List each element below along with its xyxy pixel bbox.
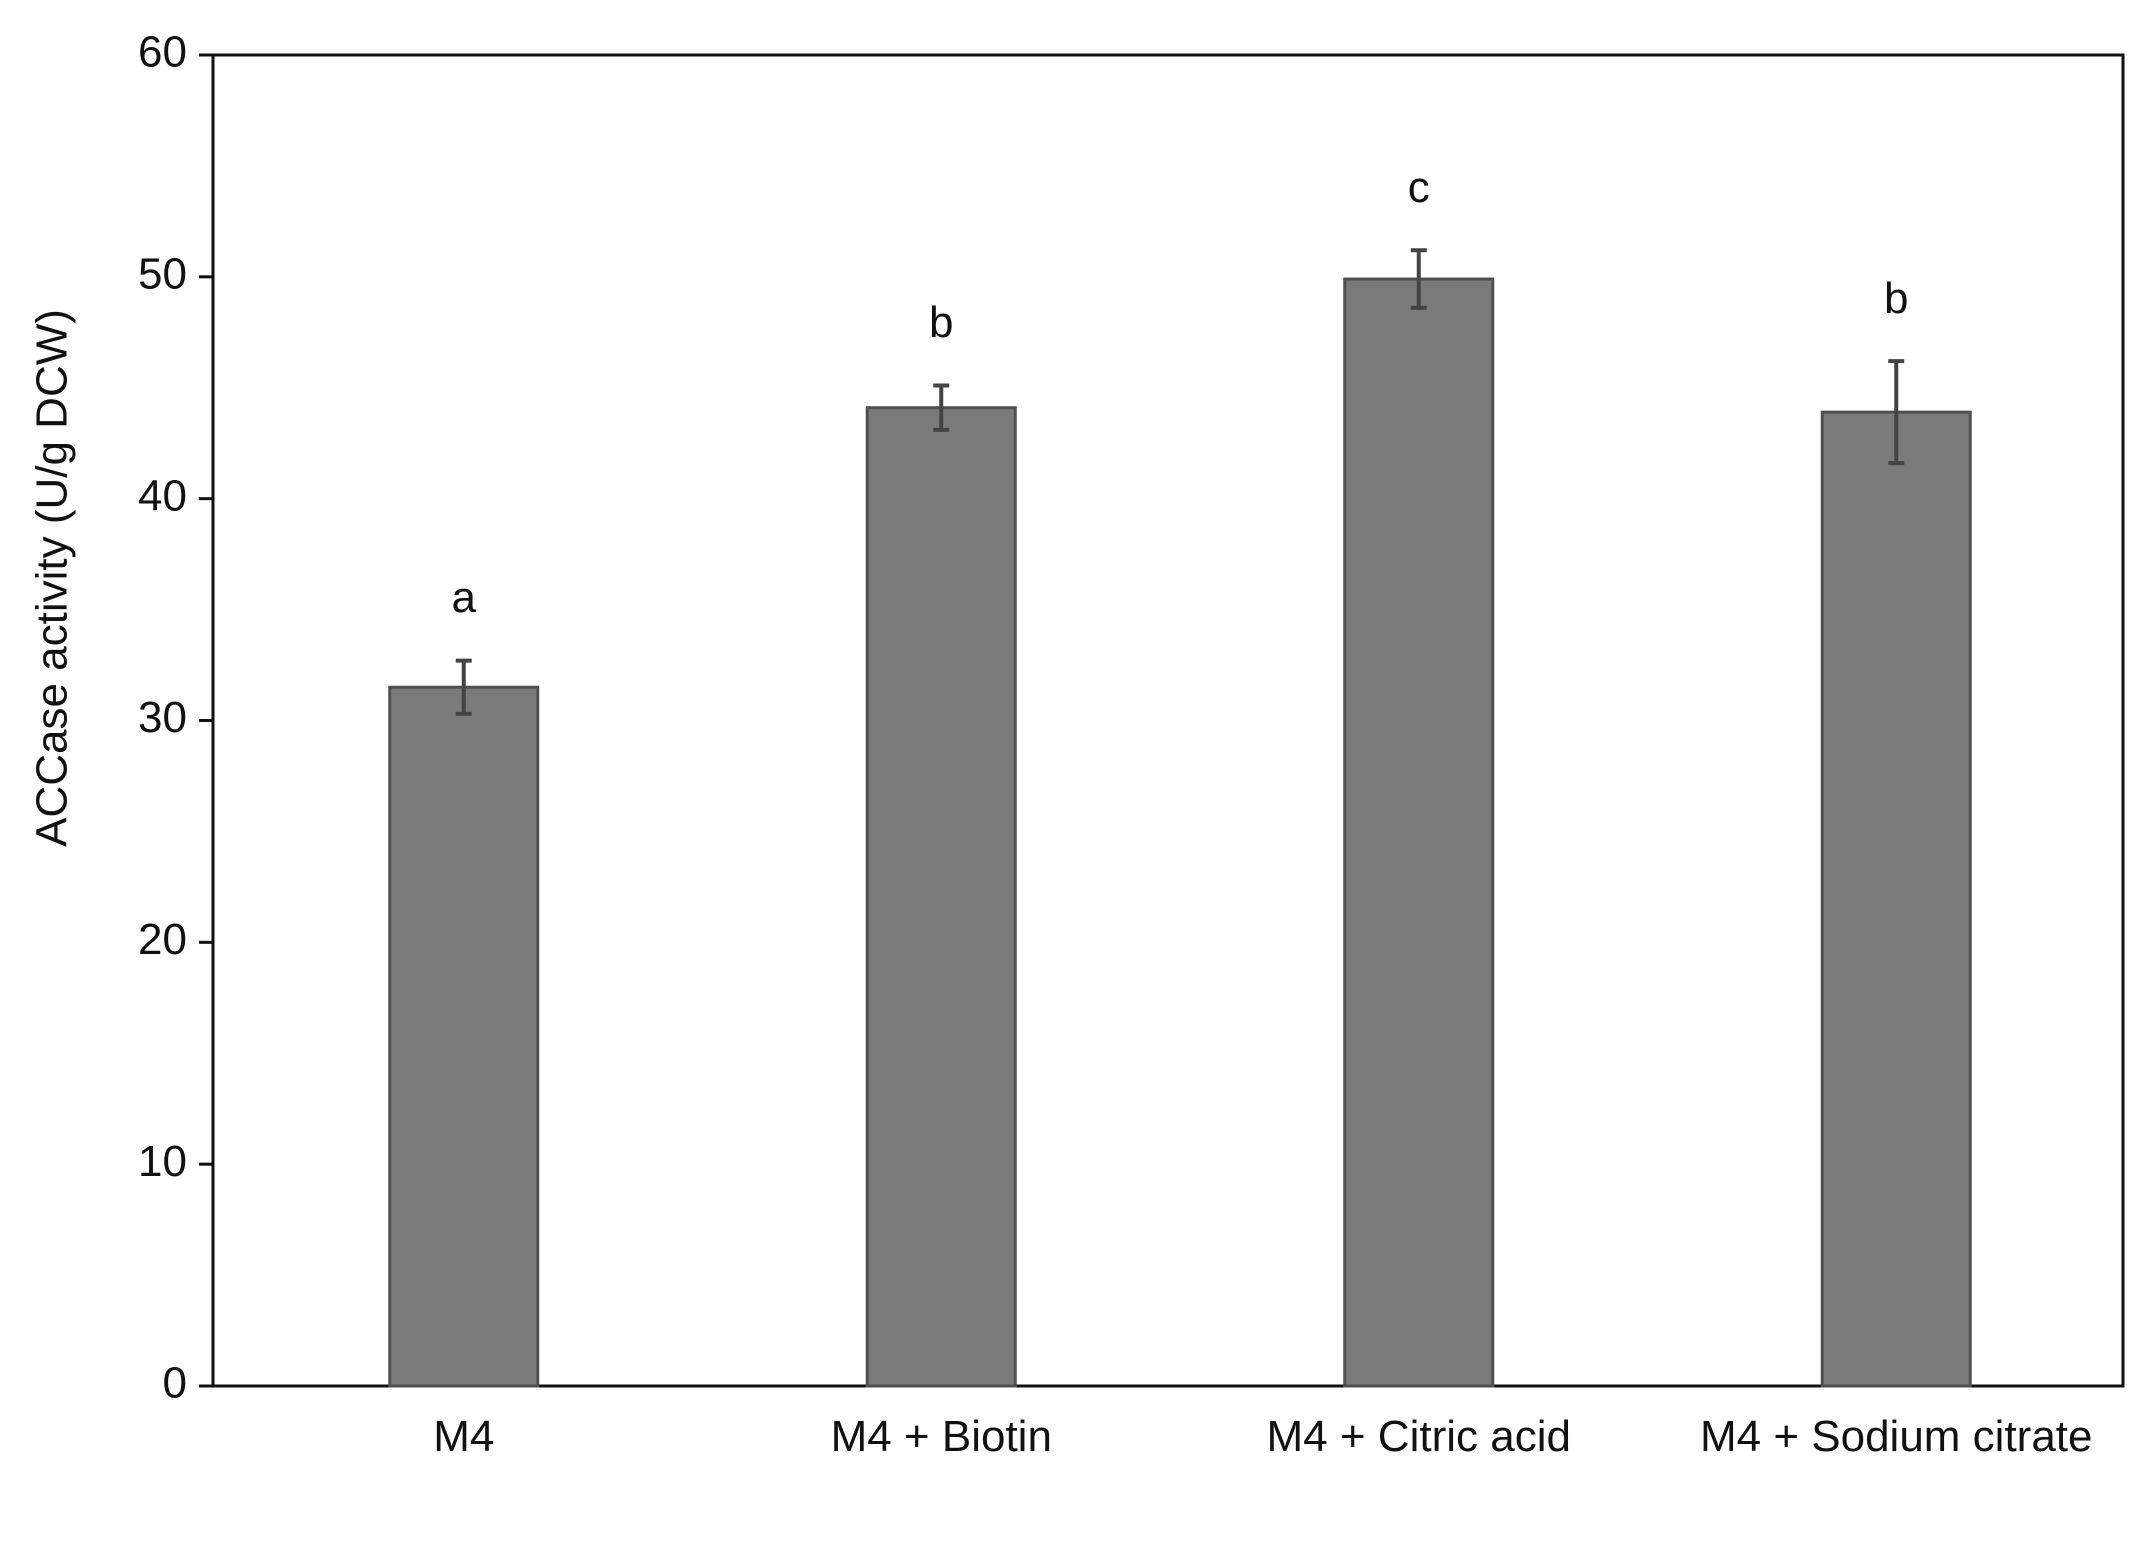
y-tick-label: 0 — [163, 1359, 187, 1408]
bar — [865, 406, 1017, 1388]
y-axis-label: ACCase activity (U/g DCW) — [28, 309, 77, 847]
bar — [1343, 277, 1495, 1388]
y-tick-label: 20 — [138, 915, 187, 964]
significance-label: a — [452, 573, 477, 622]
error-bar — [1410, 248, 1427, 310]
y-tick-label: 60 — [138, 28, 187, 77]
significance-label: c — [1408, 163, 1430, 212]
bar — [388, 685, 540, 1388]
error-bar — [1888, 359, 1905, 466]
error-bar — [933, 383, 950, 432]
y-tick-label: 10 — [138, 1137, 187, 1186]
y-tick-label: 50 — [138, 249, 187, 298]
error-bar — [455, 658, 472, 716]
significance-label: b — [929, 298, 953, 347]
x-tick-label: M4 — [433, 1412, 495, 1461]
x-tick-label: M4 + Biotin — [830, 1412, 1052, 1461]
y-tick-label: 40 — [138, 471, 187, 520]
significance-label: b — [1884, 274, 1908, 323]
bar — [1820, 410, 1972, 1388]
y-tick-label: 30 — [138, 693, 187, 742]
x-tick-label: M4 + Citric acid — [1266, 1412, 1571, 1461]
x-tick-label: M4 + Sodium citrate — [1700, 1412, 2093, 1461]
